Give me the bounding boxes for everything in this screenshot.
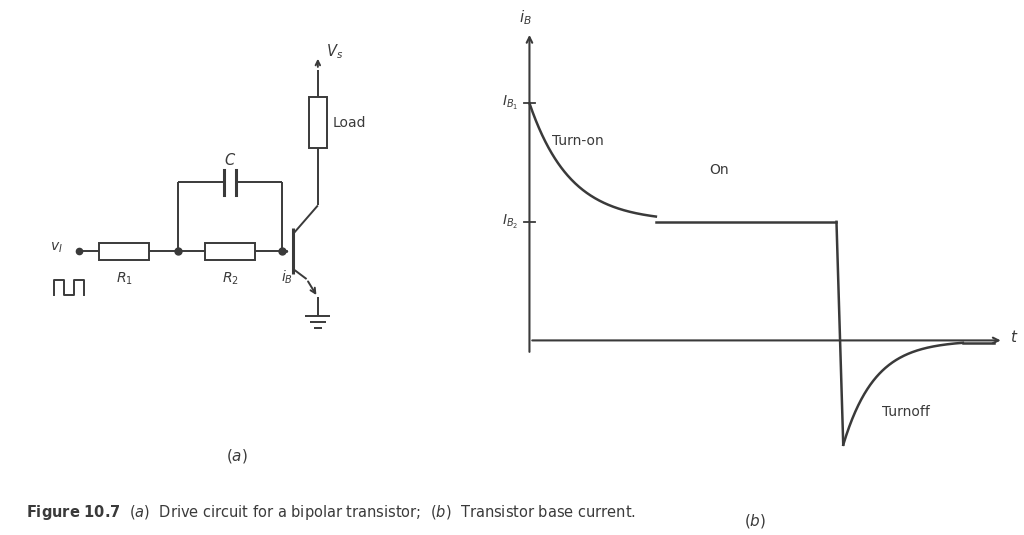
Text: $v_{\mathit{I}}$: $v_{\mathit{I}}$: [50, 241, 63, 255]
Text: $(a)$: $(a)$: [226, 447, 248, 465]
Text: $R_2$: $R_2$: [221, 271, 239, 287]
Text: $i_B$: $i_B$: [518, 9, 531, 27]
Text: $V_s$: $V_s$: [326, 42, 343, 60]
Text: $I_{B_1}$: $I_{B_1}$: [502, 94, 518, 112]
Text: Turnoff: Turnoff: [882, 404, 930, 418]
Text: $I_{B_2}$: $I_{B_2}$: [502, 213, 518, 231]
Text: $C$: $C$: [224, 152, 237, 167]
Bar: [99, 243, 148, 259]
Text: Load: Load: [332, 116, 366, 129]
Text: $(b)$: $(b)$: [744, 511, 766, 530]
Text: On: On: [710, 163, 729, 177]
Text: $i_B$: $i_B$: [282, 269, 293, 286]
Text: $t$: $t$: [1011, 328, 1019, 345]
Text: Turn-on: Turn-on: [552, 134, 604, 148]
Bar: [309, 97, 327, 148]
Text: $\mathbf{Figure\ 10.7}$  $(a)$  Drive circuit for a bipolar transistor;  $(b)$  : $\mathbf{Figure\ 10.7}$ $(a)$ Drive circ…: [26, 502, 636, 522]
Bar: [205, 243, 255, 259]
Text: $R_1$: $R_1$: [116, 271, 132, 287]
